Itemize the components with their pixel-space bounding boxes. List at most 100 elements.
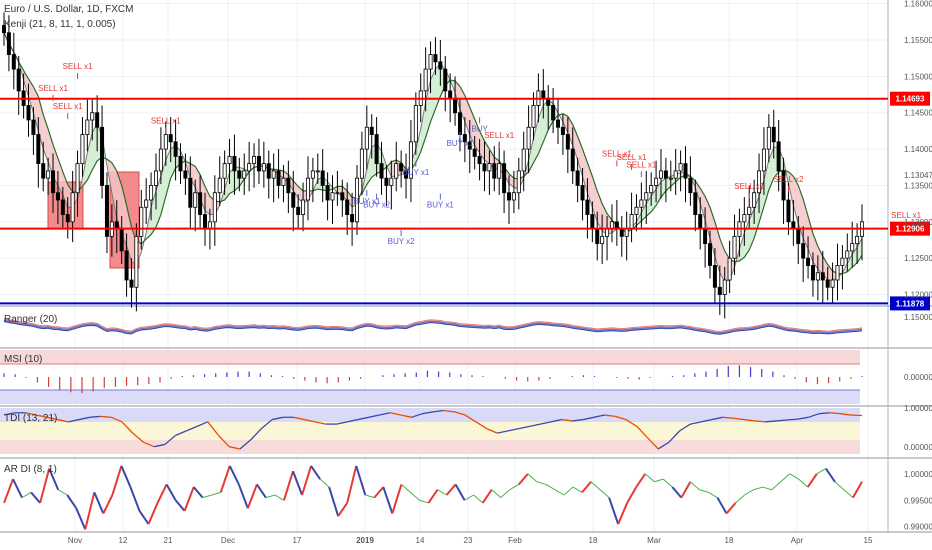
sell-signal: SELL x1 <box>53 102 83 111</box>
candle-body <box>276 170 281 186</box>
candle-body <box>41 163 46 179</box>
ardi-line-segment <box>237 484 249 509</box>
candle-body <box>26 105 31 121</box>
candle-body <box>575 170 580 186</box>
candle-body <box>193 192 198 208</box>
y-tick-label: 1.13500 <box>904 181 932 190</box>
candle-body <box>516 170 521 194</box>
candle-body <box>605 228 610 237</box>
tdi-line-segment <box>497 430 509 434</box>
candle-body <box>203 214 208 230</box>
tdi-line-segment <box>604 414 616 418</box>
ardi-line-segment <box>671 486 683 499</box>
cloud-segment <box>847 254 853 272</box>
candle-body <box>85 119 90 135</box>
candle-body <box>487 163 492 172</box>
candle-body <box>315 170 320 173</box>
tdi-line-segment <box>100 415 112 418</box>
cloud-segment <box>165 149 171 197</box>
tdi-line-segment <box>561 418 573 422</box>
candle-body <box>6 32 11 55</box>
ardi-line-segment <box>852 481 863 499</box>
x-tick-label: 21 <box>164 536 173 545</box>
ardi-line-segment <box>66 494 78 509</box>
candle-body <box>551 105 556 121</box>
candle-body <box>183 170 188 179</box>
ardi-line-segment <box>518 473 529 486</box>
ardi-line-segment <box>30 491 41 504</box>
ardi-line-segment <box>753 486 763 491</box>
price-level-label: 1.14693 <box>896 95 925 104</box>
ardi-line-segment <box>626 486 638 504</box>
candle-body <box>65 214 70 223</box>
ardi-line-segment <box>572 486 583 493</box>
candle-body <box>404 170 409 179</box>
sell-signal: SELL x1 <box>734 182 764 191</box>
tdi-line-segment <box>615 415 627 421</box>
candle-body <box>60 199 65 215</box>
ardi-line-segment <box>346 465 358 504</box>
candle-body <box>654 177 659 186</box>
candle-body <box>448 90 453 99</box>
candle-body <box>815 272 820 281</box>
ardi-line-segment <box>843 489 854 499</box>
tdi-line-segment <box>507 427 519 432</box>
y-tick-label: 1.15000 <box>904 72 932 81</box>
candle-body <box>350 214 355 223</box>
ardi-line-segment <box>599 489 610 499</box>
candle-body <box>673 170 678 179</box>
candle-body <box>2 25 7 34</box>
ardi-line-segment <box>644 473 655 483</box>
tdi-line-segment <box>368 414 380 418</box>
ardi-line-segment <box>654 478 664 483</box>
cloud-segment <box>229 167 235 194</box>
candle-body <box>497 163 502 179</box>
tdi-line-segment <box>25 412 37 416</box>
cloud-segment <box>126 205 132 262</box>
candle-body <box>742 214 747 223</box>
y-tick-label: 1.14000 <box>904 145 932 154</box>
candle-body <box>428 54 433 70</box>
tdi-line-segment <box>36 414 48 418</box>
ardi-line-segment <box>102 494 114 514</box>
ardi-line-segment <box>410 491 420 501</box>
tdi-line-segment <box>57 418 69 423</box>
candle-body <box>644 192 649 201</box>
tdi-line-segment <box>668 430 681 443</box>
ardi-line-segment <box>445 483 457 496</box>
candle-body <box>173 141 178 157</box>
ardi-line-segment <box>473 494 484 504</box>
candle-body <box>752 192 757 208</box>
buy-signal: BUY x1 <box>353 197 381 206</box>
price-level-label: 1.11878 <box>896 299 925 308</box>
candle-body <box>104 185 109 237</box>
candle-body <box>335 192 340 195</box>
ardi-line-segment <box>39 468 51 504</box>
ardi-line-segment <box>391 484 403 514</box>
tdi-line-segment <box>164 434 177 445</box>
ardi-line-segment <box>834 481 845 491</box>
candle-body <box>149 185 154 201</box>
cloud-segment <box>562 113 568 133</box>
indicator-panels: 1.15000 0.00000 1.00000 0.00000 1.00000 0.995… <box>0 313 932 532</box>
ardi-line-segment <box>120 465 132 488</box>
cloud-segment <box>190 163 196 188</box>
candle-body <box>188 177 193 208</box>
candle-body <box>198 192 203 215</box>
tdi-line-segment <box>765 420 777 423</box>
msi-lower-zone <box>0 390 860 404</box>
candle-body <box>301 199 306 215</box>
msi-upper-zone <box>0 350 860 364</box>
candle-body <box>796 228 801 245</box>
candle-body <box>369 126 374 135</box>
cloud-segment <box>538 105 544 154</box>
candle-body <box>134 235 139 288</box>
ardi-line-segment <box>427 489 439 504</box>
ranger-band <box>3 321 863 335</box>
x-tick-label: Apr <box>791 536 804 545</box>
price-level-tag <box>890 91 930 106</box>
ardi-line-segment <box>608 497 620 525</box>
ardi-line-segment <box>806 473 818 488</box>
